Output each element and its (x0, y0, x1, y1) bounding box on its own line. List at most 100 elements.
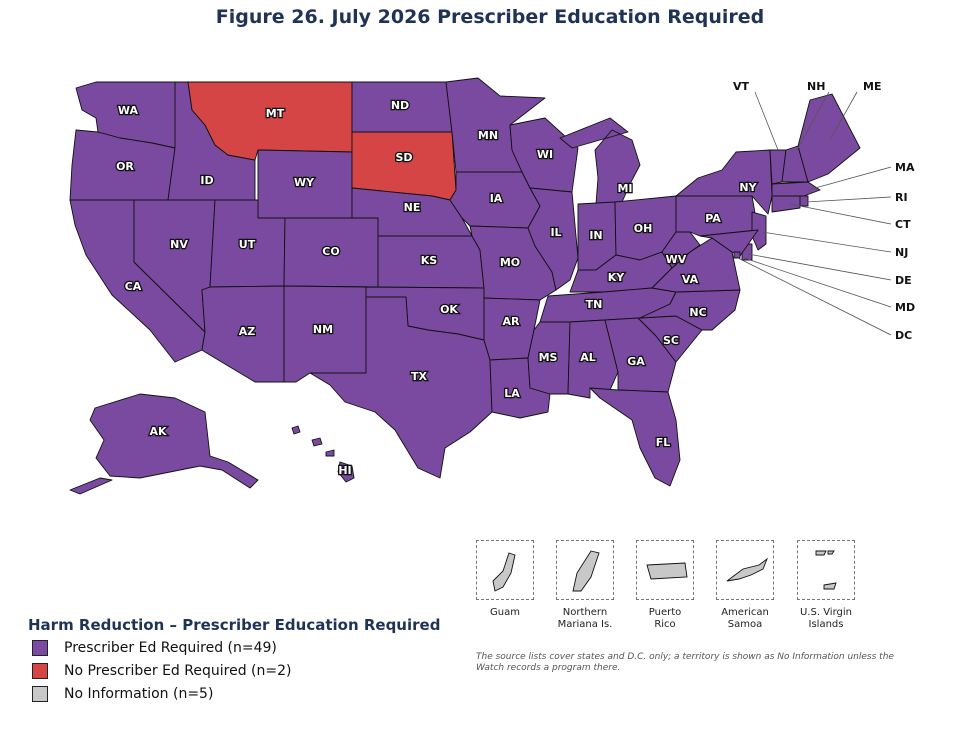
state-label-WA: WA (118, 104, 139, 117)
american-samoa-shape (726, 557, 769, 582)
state-RI (799, 195, 809, 207)
callout-label-MA: MA (895, 161, 915, 174)
state-DC (733, 251, 741, 259)
state-label-TX: TX (411, 370, 428, 383)
state-label-MS: MS (539, 351, 558, 364)
leader-line-MA (807, 166, 892, 191)
state-label-WI: WI (537, 148, 553, 161)
state-label-KS: KS (421, 254, 438, 267)
territory-box-guam (476, 540, 534, 600)
figure-title: Figure 26. July 2026 Prescriber Educatio… (215, 6, 765, 28)
legend-swatch-required (32, 640, 48, 656)
state-label-MO: MO (500, 256, 520, 269)
northern-mariana-shape (572, 550, 600, 592)
state-label-ID: ID (200, 174, 213, 187)
state-label-OH: OH (634, 222, 653, 235)
state-label-MT: MT (266, 107, 285, 120)
state-HI (291, 425, 355, 483)
state-label-NC: NC (689, 306, 706, 319)
state-label-AK: AK (149, 425, 167, 438)
callout-label-DC: DC (895, 329, 912, 342)
state-ME (797, 93, 861, 183)
callout-label-VT: VT (733, 80, 750, 93)
state-CT (771, 195, 801, 213)
legend-swatch-not-required (32, 663, 48, 679)
territory-label-guam: Guam (490, 607, 520, 618)
state-label-CO: CO (322, 245, 339, 258)
leader-line-NJ (761, 231, 892, 253)
state-label-HI: HI (338, 464, 351, 477)
state-label-AZ: AZ (239, 325, 256, 338)
state-label-MI: MI (617, 182, 632, 195)
leader-line-RI (805, 196, 892, 203)
legend-label-required: Prescriber Ed Required (n=49) (64, 640, 277, 656)
puerto-rico-shape (646, 562, 688, 580)
state-label-CA: CA (125, 280, 142, 293)
callout-label-ME: ME (863, 80, 881, 93)
state-NC (639, 289, 741, 331)
legend-label-not-required: No Prescriber Ed Required (n=2) (64, 663, 292, 679)
callout-label-NH: NH (807, 80, 825, 93)
territory-box-northern-mariana (556, 540, 614, 600)
state-label-AR: AR (503, 315, 521, 328)
legend-item-no-info: No Information (n=5) (32, 685, 213, 703)
state-label-MN: MN (478, 129, 498, 142)
territory-label-usvi: U.S. Virgin Islands (799, 607, 852, 630)
territory-label-northern-mariana: Northern Mariana Is. (557, 607, 613, 630)
territory-box-puerto-rico (636, 540, 694, 600)
legend-item-required: Prescriber Ed Required (n=49) (32, 639, 277, 657)
leader-line-NH (796, 91, 830, 151)
state-label-WV: WV (666, 253, 687, 266)
callout-label-CT: CT (895, 218, 911, 231)
state-FL (589, 387, 681, 487)
state-AK (69, 393, 259, 495)
state-label-NY: NY (739, 181, 757, 194)
source-note: The source lists cover states and D.C. o… (476, 652, 894, 673)
state-label-IA: IA (490, 192, 503, 205)
state-label-NV: NV (170, 238, 188, 251)
legend-item-not-required: No Prescriber Ed Required (n=2) (32, 662, 291, 680)
state-label-SC: SC (663, 334, 679, 347)
state-label-PA: PA (705, 212, 721, 225)
callout-label-NJ: NJ (895, 246, 908, 259)
state-label-VA: VA (682, 273, 699, 286)
callout-label-RI: RI (895, 191, 908, 204)
legend-swatch-no-info (32, 686, 48, 702)
state-label-ND: ND (391, 99, 409, 112)
state-IL (527, 187, 579, 291)
state-label-WY: WY (294, 176, 315, 189)
territory-label-american-samoa: American Samoa (721, 607, 769, 630)
state-label-FL: FL (656, 436, 671, 449)
legend-title: Harm Reduction – Prescriber Education Re… (28, 616, 441, 634)
legend-label-no-info: No Information (n=5) (64, 686, 214, 702)
state-label-NM: NM (313, 323, 333, 336)
state-MI (559, 117, 641, 205)
usvi-shape (815, 550, 837, 590)
state-label-OR: OR (116, 160, 134, 173)
leader-line-VT (754, 91, 779, 151)
state-label-IL: IL (550, 226, 561, 239)
callout-label-MD: MD (895, 301, 915, 314)
leader-line-MD (743, 257, 892, 308)
state-TX (309, 296, 493, 479)
state-label-UT: UT (239, 238, 256, 251)
state-label-GA: GA (627, 355, 645, 368)
leader-line-DE (747, 253, 892, 281)
state-label-NE: NE (404, 201, 421, 214)
territory-box-american-samoa (716, 540, 774, 600)
state-label-LA: LA (504, 387, 520, 400)
state-label-TN: TN (586, 298, 603, 311)
territory-box-usvi (797, 540, 855, 600)
leader-line-ME (829, 91, 858, 141)
territory-label-puerto-rico: Puerto Rico (648, 607, 682, 630)
state-label-OK: OK (440, 303, 458, 316)
state-label-AL: AL (580, 351, 596, 364)
state-label-SD: SD (395, 151, 412, 164)
leader-line-DC (737, 257, 892, 336)
state-label-KY: KY (608, 271, 626, 284)
state-label-IN: IN (589, 229, 602, 242)
leader-line-CT (789, 203, 892, 225)
state-MA (771, 181, 821, 197)
guam-shape (492, 552, 516, 592)
